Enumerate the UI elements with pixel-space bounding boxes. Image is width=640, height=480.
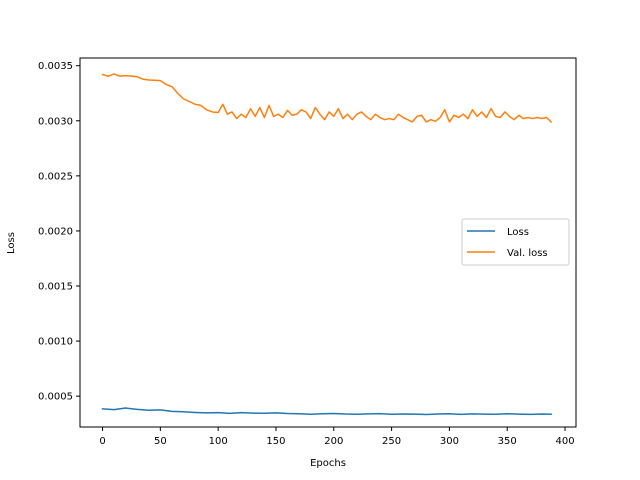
- x-tick-label: 0: [99, 436, 105, 447]
- series-line-val-loss: [101, 73, 553, 123]
- series-layer: [101, 73, 553, 416]
- series-line-loss: [101, 407, 552, 416]
- x-tick-label: 250: [382, 436, 401, 447]
- legend-label: Loss: [507, 227, 529, 238]
- x-axis: 0 50 100 150 200 250 300 350 400: [99, 427, 575, 447]
- plot-frame: [79, 57, 577, 428]
- y-tick-label: 0.0020: [38, 226, 73, 237]
- y-tick-label: 0.0030: [38, 116, 73, 127]
- y-tick-label: 0.0035: [38, 61, 73, 72]
- x-tick-label: 200: [324, 436, 343, 447]
- y-tick-label: 0.0005: [38, 392, 73, 403]
- x-tick-label: 350: [498, 436, 517, 447]
- x-tick-label: 400: [555, 436, 574, 447]
- x-axis-title: Epochs: [310, 458, 346, 469]
- legend-label: Val. loss: [507, 248, 548, 259]
- x-tick-label: 50: [154, 436, 167, 447]
- x-tick-label: 100: [209, 436, 228, 447]
- x-tick-label: 300: [440, 436, 459, 447]
- legend: Loss Val. loss: [461, 218, 570, 266]
- y-tick-label: 0.0010: [38, 337, 73, 348]
- y-axis-title: Loss: [6, 232, 17, 254]
- y-axis: 0.0005 0.0010 0.0015 0.0020 0.0025 0.0030 0.00…: [38, 61, 80, 403]
- y-tick-label: 0.0015: [38, 282, 73, 293]
- x-tick-label: 150: [266, 436, 285, 447]
- y-tick-label: 0.0025: [38, 171, 73, 182]
